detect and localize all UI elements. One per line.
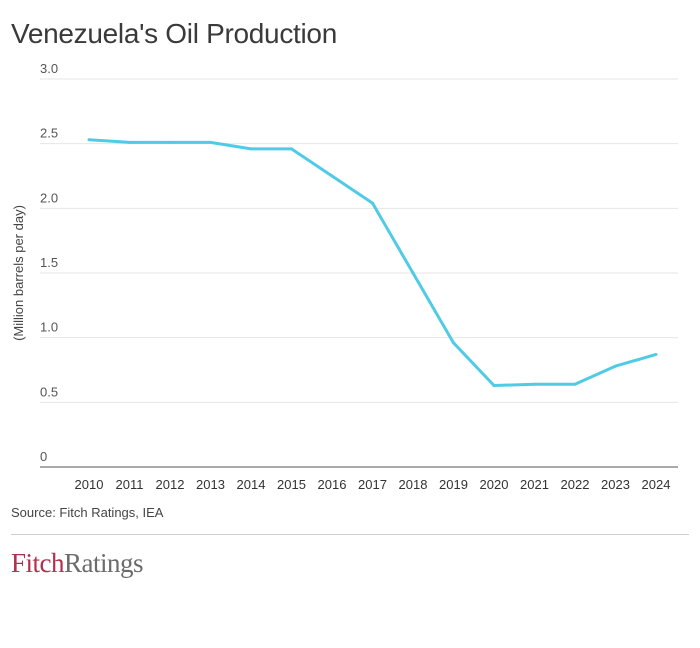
data-point (492, 384, 496, 388)
x-tick-label: 2016 (318, 477, 347, 492)
x-tick-label: 2014 (237, 477, 266, 492)
y-tick-label: 3.0 (40, 61, 58, 76)
data-point (411, 271, 415, 275)
line-chart: 0 0.5 1.0 1.5 2.0 2.5 3.0 2010 2011 2012 2013 2014 2… (11, 61, 678, 492)
y-tick-label: 0.5 (40, 384, 58, 399)
y-tick-label: 2.5 (40, 126, 58, 141)
y-tick-label: 2.0 (40, 190, 58, 205)
source-note: Source: Fitch Ratings, IEA (11, 505, 164, 520)
data-point (249, 147, 253, 151)
series-line (88, 138, 657, 388)
data-point (330, 174, 334, 178)
chart-title: Venezuela's Oil Production (11, 18, 337, 49)
data-point (209, 140, 212, 144)
data-point (533, 382, 536, 386)
data-point (371, 201, 374, 205)
y-tick-label: 0 (40, 449, 47, 464)
data-point (654, 352, 658, 356)
data-point (573, 382, 577, 386)
x-tick-label: 2023 (601, 477, 630, 492)
x-tick-label: 2013 (196, 477, 225, 492)
y-tick-label: 1.0 (40, 320, 58, 335)
x-tick-label: 2018 (399, 477, 428, 492)
x-tick-label: 2012 (156, 477, 185, 492)
x-tick-label: 2015 (277, 477, 306, 492)
y-tick-label: 1.5 (40, 255, 58, 270)
data-point (452, 341, 455, 345)
divider (11, 534, 689, 535)
data-point (87, 138, 91, 142)
x-tick-label: 2017 (358, 477, 387, 492)
logo-fitch: Fitch (11, 548, 65, 578)
data-point (614, 364, 617, 368)
data-point (168, 140, 172, 144)
x-tick-label: 2010 (75, 477, 104, 492)
y-axis-label: (Million barrels per day) (11, 205, 26, 341)
data-point (290, 147, 293, 151)
logo-ratings: Ratings (64, 548, 144, 578)
data-point (128, 140, 131, 144)
x-tick-label: 2021 (520, 477, 549, 492)
fitch-ratings-logo: FitchRatings (11, 548, 144, 579)
x-tick-label: 2024 (642, 477, 671, 492)
x-tick-label: 2019 (439, 477, 468, 492)
x-tick-label: 2020 (480, 477, 509, 492)
x-tick-label: 2011 (116, 477, 144, 492)
x-tick-label: 2022 (561, 477, 590, 492)
